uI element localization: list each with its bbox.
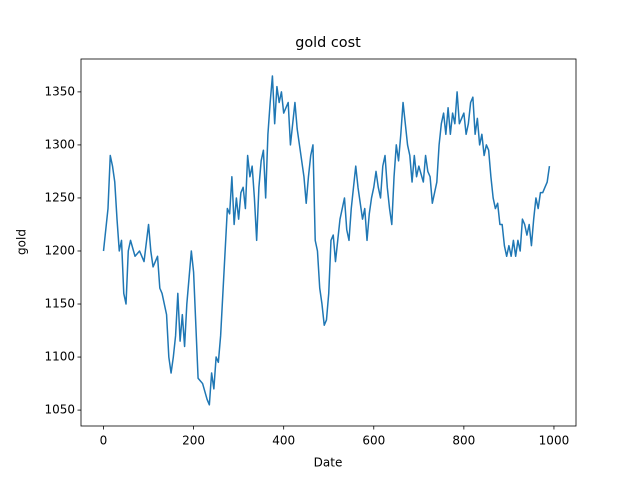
x-tick-label: 0 bbox=[100, 434, 108, 448]
y-tick-label: 1050 bbox=[44, 403, 75, 417]
y-tick-label: 1300 bbox=[44, 137, 75, 151]
x-tick-label: 800 bbox=[452, 434, 475, 448]
x-tick-label: 600 bbox=[362, 434, 385, 448]
chart-title: gold cost bbox=[295, 35, 361, 51]
y-axis-label: gold bbox=[15, 229, 29, 255]
price-line bbox=[102, 75, 551, 406]
y-tick-label: 1100 bbox=[44, 350, 75, 364]
x-tick-label: 400 bbox=[272, 434, 295, 448]
y-tick-label: 1250 bbox=[44, 190, 75, 204]
x-axis-label: Date bbox=[314, 456, 343, 470]
y-tick-label: 1350 bbox=[44, 84, 75, 98]
axes-frame bbox=[80, 58, 577, 427]
x-tick-label: 200 bbox=[182, 434, 205, 448]
y-tick-label: 1150 bbox=[44, 297, 75, 311]
y-tick-label: 1200 bbox=[44, 243, 75, 257]
x-tick-label: 1000 bbox=[539, 434, 570, 448]
plot-area bbox=[102, 75, 551, 406]
